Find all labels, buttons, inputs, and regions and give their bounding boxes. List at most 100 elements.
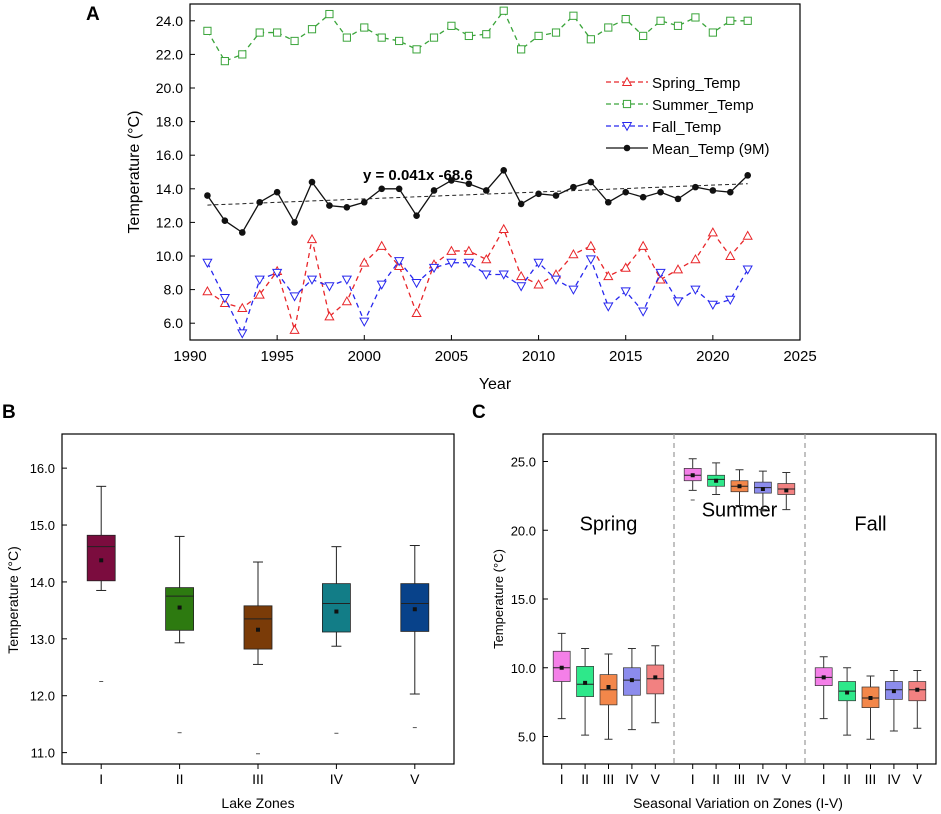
panel-c: 5.0 10.0 15.0 20.0 25.0 Temperature (°C) Seaso…: [491, 433, 937, 811]
data-point: [395, 36, 404, 46]
y-tick-label-c: 10.0: [511, 661, 536, 676]
x-tick-label-b: V: [410, 771, 420, 787]
data-point: [500, 167, 508, 174]
legend-marker: [621, 122, 633, 132]
x-axis-title-b: Lake Zones: [221, 795, 294, 811]
panel-label-a: A: [86, 4, 100, 25]
y-tick-label-b: 13.0: [30, 632, 55, 647]
data-point: [202, 285, 213, 296]
data-point: [325, 9, 334, 19]
mean-marker: [868, 696, 873, 700]
data-point: [343, 203, 351, 211]
box-zone-IV: [321, 546, 351, 734]
data-point: [255, 28, 264, 37]
data-point: [289, 324, 300, 334]
data-point: [550, 275, 562, 285]
data-point: [238, 229, 246, 236]
y-tick-label-c: 20.0: [511, 523, 536, 538]
x-tick-label-c: IV: [756, 771, 770, 787]
data-point: [517, 45, 526, 54]
mean-marker: [653, 675, 658, 680]
data-point: [742, 230, 753, 240]
box-fall-III: [861, 675, 880, 740]
mean-marker: [583, 680, 588, 685]
box-spring-IV: [623, 648, 641, 731]
series-line: [206, 257, 749, 336]
data-point: [637, 240, 649, 250]
data-point: [376, 240, 387, 250]
data-point: [690, 285, 701, 295]
data-point: [219, 294, 231, 304]
data-point: [707, 227, 719, 237]
data-point: [306, 275, 318, 285]
data-point: [395, 185, 403, 193]
data-point: [481, 254, 492, 264]
data-point: [290, 36, 299, 46]
mean-marker: [629, 678, 634, 683]
data-point: [551, 28, 561, 37]
series-line: [207, 227, 749, 331]
data-point: [429, 33, 439, 42]
data-point: [604, 23, 613, 32]
y-tick-label-c: 25.0: [511, 455, 536, 470]
data-point: [464, 31, 473, 41]
mean-marker: [412, 607, 417, 612]
box-spring-I: [552, 632, 571, 720]
box-fall-I: [814, 656, 833, 720]
mean-marker: [714, 478, 719, 483]
mean-marker: [559, 665, 564, 670]
x-tick-label-c: III: [603, 771, 615, 787]
legend-label: Mean_Temp (9M): [652, 141, 770, 158]
data-point: [291, 219, 298, 226]
data-point: [411, 307, 422, 318]
y-tick-label-b: 16.0: [30, 461, 55, 476]
data-point: [692, 183, 699, 191]
y-tick-label-a: 24.0: [156, 13, 183, 29]
x-tick-label-a: 1995: [260, 348, 293, 365]
panel-label-b: B: [2, 402, 16, 423]
data-point: [535, 190, 542, 198]
data-point: [568, 248, 579, 259]
data-point: [620, 287, 631, 297]
series-0: [202, 223, 753, 334]
data-point: [656, 16, 665, 25]
x-tick-label-a: 2020: [696, 348, 729, 365]
data-point: [655, 268, 666, 279]
data-point: [324, 282, 335, 292]
data-point: [533, 258, 544, 269]
data-point: [587, 178, 595, 186]
series-1: [203, 6, 752, 66]
data-point: [448, 177, 455, 184]
y-tick-label-a: 18.0: [156, 114, 183, 130]
data-point: [482, 187, 490, 194]
y-tick-label-c: 5.0: [518, 730, 536, 745]
data-point: [465, 180, 473, 188]
x-tick-label-a: 2005: [435, 348, 468, 365]
data-point: [673, 21, 683, 30]
data-point: [430, 187, 438, 194]
x-tick-label-b: I: [99, 771, 103, 787]
data-point: [360, 23, 369, 32]
data-point: [446, 258, 457, 269]
data-point: [359, 317, 370, 327]
legend-marker: [622, 99, 632, 109]
x-tick-label-b: IV: [330, 771, 344, 787]
data-point: [498, 270, 509, 280]
data-point: [708, 28, 717, 37]
data-point: [743, 16, 752, 25]
x-tick-label-c: III: [734, 771, 746, 787]
data-point: [289, 292, 300, 302]
box-zone-II: [165, 535, 195, 734]
y-tick-label-a: 22.0: [156, 46, 183, 62]
data-point: [603, 302, 614, 312]
data-point: [515, 270, 527, 281]
y-tick-label-a: 8.0: [164, 282, 184, 298]
data-point: [603, 270, 614, 281]
y-axis-title-b: Temperature (°C): [5, 546, 21, 654]
x-tick-label-c: I: [822, 771, 826, 787]
data-point: [569, 11, 578, 20]
plot-frame-a: [189, 3, 801, 341]
panel-a: 1990 1995 2000 2005 2010 2015 2020 2025 6.0 8.0 10…: [126, 3, 817, 393]
data-point: [672, 264, 684, 274]
